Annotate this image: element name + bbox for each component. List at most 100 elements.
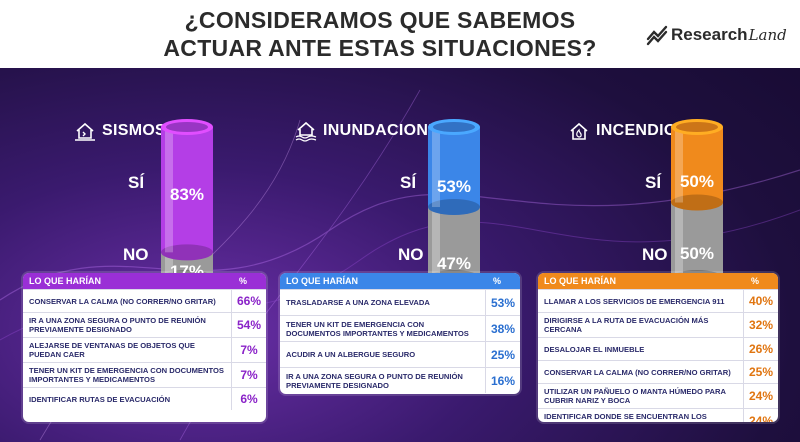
- table-header-label: LO QUE HARÍAN: [29, 276, 101, 286]
- table-row-value: 53%: [485, 290, 520, 315]
- table-row-label: CONSERVAR LA CALMA (NO CORRER/NO GRITAR): [29, 296, 216, 306]
- table-row-value: 6%: [231, 388, 266, 410]
- table-row: CONSERVAR LA CALMA (NO CORRER/NO GRITAR)…: [23, 289, 266, 312]
- panel-title-incendios: INCENDIOS: [568, 120, 688, 142]
- page-title: ¿CONSIDERAMOS QUE SABEMOS ACTUAR ANTE ES…: [120, 6, 640, 62]
- table-header-percent: %: [492, 276, 501, 286]
- table-row-value: 25%: [485, 342, 520, 367]
- bar-segment-divider: [428, 199, 480, 216]
- value-label-no: 50%: [679, 244, 715, 263]
- fire-house-icon: [570, 122, 588, 140]
- table-row-label: IR A UNA ZONA SEGURA O PUNTO DE REUNIÓN …: [29, 316, 206, 334]
- table-row-label: IDENTIFICAR DONDE SE ENCUENTRAN LOS EXTI…: [544, 412, 707, 422]
- table-row-label: IR A UNA ZONA SEGURA O PUNTO DE REUNIÓN …: [286, 371, 463, 390]
- table-row: CONSERVAR LA CALMA (NO CORRER/NO GRITAR)…: [538, 360, 778, 383]
- table-body: CONSERVAR LA CALMA (NO CORRER/NO GRITAR)…: [23, 289, 266, 410]
- bar-highlight-si: [432, 127, 440, 208]
- panel-title-text: INCENDIOS: [596, 122, 688, 139]
- earthquake-house-icon: [75, 122, 95, 141]
- bar-highlight-si: [165, 127, 173, 253]
- table-sismos: LO QUE HARÍAN % CONSERVAR LA CALMA (NO C…: [23, 273, 266, 422]
- bar-highlight-no: [675, 202, 683, 278]
- panel-title-inundaciones: INUNDACIONES: [295, 120, 450, 142]
- value-label-si: 50%: [679, 172, 715, 191]
- table-header: LO QUE HARÍAN %: [280, 273, 520, 289]
- title-line-2: ACTUAR ANTE ESTAS SITUACIONES?: [163, 35, 597, 61]
- logo: Research Land: [645, 20, 787, 50]
- table-row-value: 7%: [231, 338, 266, 362]
- table-row-value: 66%: [231, 290, 266, 312]
- table-row-label: DESALOJAR EL INMUEBLE: [544, 344, 645, 354]
- table-row-label: ACUDIR A UN ALBERGUE SEGURO: [286, 350, 416, 359]
- table-row-value: 24%: [743, 409, 778, 422]
- table-row: ACUDIR A UN ALBERGUE SEGURO 25%: [280, 341, 520, 367]
- table-row: DESALOJAR EL INMUEBLE 26%: [538, 337, 778, 360]
- table-row-label: DIRIGIRSE A LA RUTA DE EVACUACIÓN MÁS CE…: [544, 316, 709, 334]
- table-header-percent: %: [750, 276, 759, 286]
- table-row: IDENTIFICAR RUTAS DE EVACUACIÓN 6%: [23, 387, 266, 410]
- table-row: TENER UN KIT DE EMERGENCIA CON DOCUMENTO…: [280, 315, 520, 341]
- bar-top-inner: [433, 122, 475, 132]
- table-row-value: 25%: [743, 361, 778, 383]
- table-header-label: LO QUE HARÍAN: [544, 276, 616, 286]
- table-row: IR A UNA ZONA SEGURA O PUNTO DE REUNIÓN …: [23, 312, 266, 337]
- table-row-label: TENER UN KIT DE EMERGENCIA CON DOCUMENTO…: [286, 319, 469, 338]
- bar-highlight-no: [165, 252, 173, 278]
- table-row-label: CONSERVAR LA CALMA (NO CORRER/NO GRITAR): [544, 367, 731, 377]
- table-body: LLAMAR A LOS SERVICIOS DE EMERGENCIA 911…: [538, 289, 778, 422]
- label-si: SÍ: [645, 173, 662, 192]
- logo-mark-icon: [646, 25, 668, 46]
- table-row-label: LLAMAR A LOS SERVICIOS DE EMERGENCIA 911: [544, 296, 725, 306]
- value-label-si: 83%: [169, 185, 205, 204]
- table-row-label: ALEJARSE DE VENTANAS DE OBJETOS QUE PUED…: [29, 341, 195, 359]
- table-row-value: 54%: [231, 313, 266, 337]
- title-line-1: ¿CONSIDERAMOS QUE SABEMOS: [184, 7, 576, 33]
- table-row-value: 40%: [743, 290, 778, 312]
- table-row-label: UTILIZAR UN PAÑUELO O MANTA HÚMEDO PARA …: [544, 387, 726, 405]
- panel-title-text: INUNDACIONES: [323, 122, 451, 139]
- logo-text-script: Land: [748, 26, 787, 44]
- bar-highlight-no: [432, 207, 440, 278]
- bar-segment-divider: [671, 194, 723, 211]
- table-header: LO QUE HARÍAN %: [23, 273, 266, 289]
- table-row: DIRIGIRSE A LA RUTA DE EVACUACIÓN MÁS CE…: [538, 312, 778, 337]
- table-row-value: 16%: [485, 368, 520, 393]
- table-row-label: TRASLADARSE A UNA ZONA ELEVADA: [286, 298, 430, 307]
- logo-text: Research: [671, 25, 748, 44]
- table-row-value: 38%: [485, 316, 520, 341]
- value-label-no: 47%: [436, 254, 472, 273]
- table-row: IR A UNA ZONA SEGURA O PUNTO DE REUNIÓN …: [280, 367, 520, 393]
- bar-segment-si: [161, 127, 213, 253]
- label-no: NO: [642, 245, 668, 264]
- label-si: SÍ: [128, 173, 145, 192]
- table-row-value: 32%: [743, 313, 778, 337]
- table-row-value: 24%: [743, 384, 778, 408]
- cylinder-bar-incendios: [671, 119, 723, 286]
- cylinder-bar-inundaciones: [428, 119, 480, 286]
- value-label-si: 53%: [436, 177, 472, 196]
- table-incendios: LO QUE HARÍAN % LLAMAR A LOS SERVICIOS D…: [538, 273, 778, 422]
- bar-segment-si: [428, 127, 480, 208]
- table-header-label: LO QUE HARÍAN: [286, 276, 358, 286]
- table-row-value: 26%: [743, 338, 778, 360]
- table-row: ALEJARSE DE VENTANAS DE OBJETOS QUE PUED…: [23, 337, 266, 362]
- table-row-label: TENER UN KIT DE EMERGENCIA CON DOCUMENTO…: [29, 366, 224, 384]
- table-row: UTILIZAR UN PAÑUELO O MANTA HÚMEDO PARA …: [538, 383, 778, 408]
- table-row-value: 7%: [231, 363, 266, 387]
- table-inundaciones: LO QUE HARÍAN % TRASLADARSE A UNA ZONA E…: [280, 273, 520, 394]
- table-row: IDENTIFICAR DONDE SE ENCUENTRAN LOS EXTI…: [538, 408, 778, 422]
- panel-title-text: SISMOS: [102, 122, 167, 139]
- table-header-percent: %: [238, 276, 247, 286]
- table-row-label: IDENTIFICAR RUTAS DE EVACUACIÓN: [29, 394, 171, 404]
- header-bar: ¿CONSIDERAMOS QUE SABEMOS ACTUAR ANTE ES…: [0, 0, 800, 68]
- table-body: TRASLADARSE A UNA ZONA ELEVADA 53% TENER U…: [280, 289, 520, 393]
- table-row: LLAMAR A LOS SERVICIOS DE EMERGENCIA 911…: [538, 289, 778, 312]
- bar-top-inner: [166, 122, 208, 132]
- label-si: SÍ: [400, 173, 417, 192]
- label-no: NO: [398, 245, 424, 264]
- bar-segment-divider: [161, 244, 213, 261]
- flood-house-icon: [295, 121, 317, 142]
- table-header: LO QUE HARÍAN %: [538, 273, 778, 289]
- table-row: TENER UN KIT DE EMERGENCIA CON DOCUMENTO…: [23, 362, 266, 387]
